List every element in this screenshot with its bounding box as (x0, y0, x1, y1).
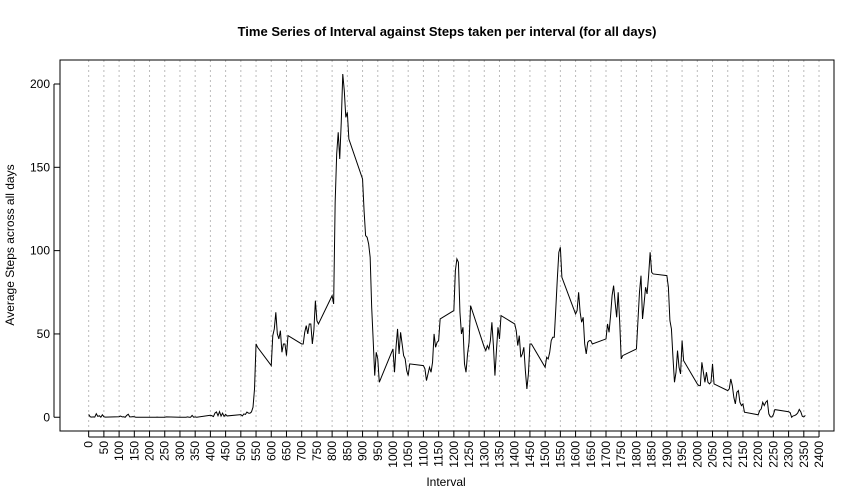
x-tick-label: 1650 (584, 441, 598, 468)
x-tick-label: 500 (234, 441, 248, 461)
x-tick-label: 600 (264, 441, 278, 461)
data-line (88, 73, 806, 419)
x-tick-label: 1850 (645, 441, 659, 468)
x-tick-label: 1050 (401, 441, 415, 468)
x-tick-label: 750 (310, 441, 324, 461)
x-tick-label: 650 (279, 441, 293, 461)
y-tick-label: 100 (30, 244, 50, 258)
x-tick-label: 1150 (432, 441, 446, 467)
y-axis-label: Average Steps across all days (3, 164, 17, 325)
y-tick-label: 0 (43, 410, 50, 424)
x-tick-label: 1450 (523, 441, 537, 468)
x-tick-label: 1100 (416, 441, 430, 467)
x-tick-label: 2150 (736, 441, 750, 468)
x-tick-label: 50 (97, 441, 111, 455)
x-tick-label: 1400 (508, 441, 522, 468)
x-tick-label: 1900 (660, 441, 674, 468)
x-tick-label: 0 (82, 441, 96, 448)
x-tick-label: 900 (356, 441, 370, 461)
x-tick-label: 100 (112, 441, 126, 461)
y-tick-label: 50 (37, 327, 51, 341)
x-tick-label: 800 (325, 441, 339, 461)
x-tick-label: 2100 (721, 441, 735, 468)
x-tick-label: 1350 (492, 441, 506, 468)
x-tick-label: 1700 (599, 441, 613, 468)
x-tick-label: 250 (158, 441, 172, 461)
y-tick-label: 150 (30, 160, 50, 174)
plot-frame (59, 59, 835, 432)
x-tick-label: 1500 (538, 441, 552, 468)
x-tick-label: 700 (295, 441, 309, 461)
x-tick-label: 1200 (447, 441, 461, 468)
x-tick-label: 400 (203, 441, 217, 461)
chart-title: Time Series of Interval against Steps ta… (238, 24, 657, 39)
x-tick-label: 2400 (812, 441, 826, 468)
x-tick-label: 150 (127, 441, 141, 461)
x-tick-label: 1950 (675, 441, 689, 468)
x-tick-label: 300 (173, 441, 187, 461)
x-tick-label: 850 (340, 441, 354, 461)
x-tick-label: 1800 (629, 441, 643, 468)
x-tick-label: 2050 (706, 441, 720, 468)
y-tick-label: 200 (30, 77, 50, 91)
x-tick-label: 2350 (797, 441, 811, 468)
x-tick-label: 1300 (477, 441, 491, 468)
x-tick-label: 1000 (386, 441, 400, 468)
x-tick-label: 950 (371, 441, 385, 461)
x-tick-label: 350 (188, 441, 202, 461)
x-tick-label: 1750 (614, 441, 628, 468)
x-tick-label: 450 (219, 441, 233, 461)
x-tick-label: 2000 (690, 441, 704, 468)
x-axis-label: Interval (426, 475, 465, 489)
x-tick-label: 2200 (751, 441, 765, 468)
x-tick-label: 550 (249, 441, 263, 461)
x-tick-label: 1600 (569, 441, 583, 468)
x-tick-label: 2300 (782, 441, 796, 468)
x-tick-label: 1250 (462, 441, 476, 468)
x-tick-label: 1550 (553, 441, 567, 468)
x-tick-label: 2250 (766, 441, 780, 468)
x-tick-label: 200 (143, 441, 157, 461)
